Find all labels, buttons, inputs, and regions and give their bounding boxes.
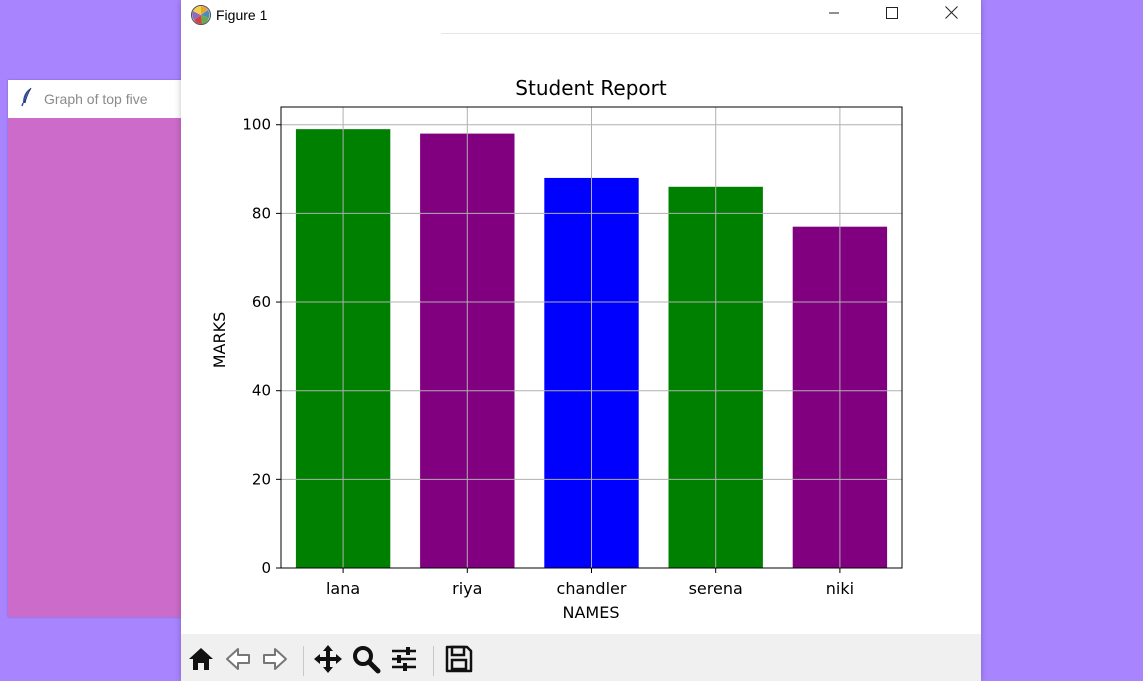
background-window[interactable]: Graph of top five	[8, 80, 198, 617]
feather-icon	[20, 87, 34, 112]
toolbar-separator	[433, 646, 434, 676]
bar-chart: Student Report NAMES MARKS 0 20 40 60 80 100 l…	[210, 76, 903, 622]
x-axis-label: NAMES	[563, 603, 620, 622]
navigation-toolbar	[181, 634, 981, 681]
x-tick-label: chandler	[557, 579, 627, 598]
home-button[interactable]	[184, 644, 218, 678]
save-icon	[444, 644, 474, 679]
x-tick-label: serena	[689, 579, 743, 598]
y-tick-label: 40	[252, 382, 271, 400]
minimize-button[interactable]	[805, 0, 863, 30]
forward-arrow-icon	[261, 645, 289, 678]
chart-title: Student Report	[515, 76, 667, 100]
pan-button[interactable]	[311, 644, 345, 678]
close-icon	[944, 6, 958, 24]
y-tick-label: 20	[252, 470, 271, 488]
save-button[interactable]	[442, 644, 476, 678]
y-tick-label: 80	[252, 204, 271, 222]
x-tick-label: lana	[326, 579, 360, 598]
background-window-titlebar[interactable]: Graph of top five	[8, 80, 198, 118]
zoom-button[interactable]	[349, 644, 383, 678]
zoom-icon	[351, 644, 381, 679]
configure-subplots-button[interactable]	[387, 644, 421, 678]
matplotlib-logo-icon	[190, 4, 212, 31]
home-icon	[187, 645, 215, 678]
window-title: Figure 1	[216, 7, 268, 23]
back-arrow-icon	[224, 645, 252, 678]
pan-icon	[313, 644, 343, 679]
figure-window[interactable]: Figure 1 Student Report NAMES MARKS	[181, 0, 981, 681]
background-window-title: Graph of top five	[44, 91, 148, 107]
back-button[interactable]	[221, 644, 255, 678]
y-tick-label: 100	[242, 116, 271, 134]
y-tick-label: 60	[252, 293, 271, 311]
figure-titlebar[interactable]: Figure 1	[181, 0, 981, 32]
close-button[interactable]	[922, 0, 980, 30]
x-tick-label: riya	[452, 579, 482, 598]
y-tick-label: 0	[261, 559, 271, 577]
titlebar-divider	[441, 33, 981, 34]
minimize-icon	[828, 6, 840, 24]
toolbar-separator	[303, 646, 304, 676]
y-axis-label: MARKS	[210, 312, 229, 369]
forward-button[interactable]	[258, 644, 292, 678]
x-tick-label: niki	[826, 579, 854, 598]
figure-canvas[interactable]: Student Report NAMES MARKS 0 20 40 60 80 100 l…	[181, 35, 981, 634]
configure-subplots-icon	[389, 644, 419, 679]
maximize-icon	[886, 6, 898, 24]
maximize-button[interactable]	[863, 0, 921, 30]
